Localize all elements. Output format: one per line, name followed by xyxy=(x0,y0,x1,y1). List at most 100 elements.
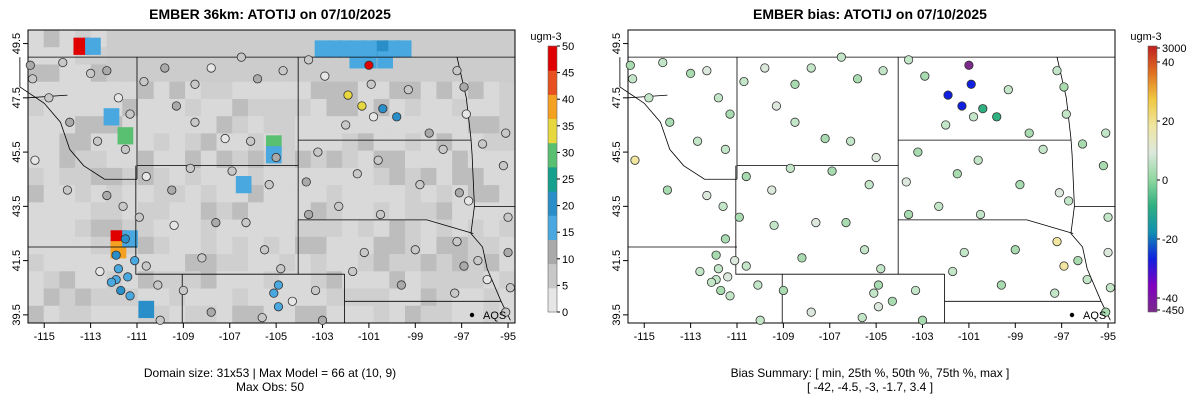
monitor-site-marker xyxy=(86,68,96,79)
grid-cell xyxy=(216,30,233,48)
grid-cell xyxy=(389,98,406,117)
grid-cell xyxy=(326,116,343,134)
colorbar-tick-label: 0 xyxy=(562,307,568,319)
grid-cell xyxy=(216,47,233,65)
x-tick-label: -115 xyxy=(34,331,55,343)
plume-cell xyxy=(314,40,331,58)
bias-site-marker xyxy=(1105,283,1115,293)
grid-cell xyxy=(75,64,92,83)
bias-site-marker xyxy=(913,147,923,157)
grid-cell xyxy=(357,254,375,272)
grid-cell xyxy=(200,271,218,290)
bias-site-marker xyxy=(920,71,930,81)
map-title: EMBER 36km: ATOTIJ on 07/10/2025 xyxy=(149,6,391,22)
grid-cell xyxy=(436,219,453,238)
grid-cell xyxy=(279,133,296,152)
bias-sites xyxy=(625,52,1115,325)
grid-cell xyxy=(436,288,453,307)
y-tick-label: 41.5 xyxy=(11,250,23,271)
grid-cell xyxy=(405,202,422,221)
grid-cell xyxy=(59,167,76,186)
bias-site-marker xyxy=(753,280,763,290)
grid-cell xyxy=(279,167,296,186)
monitor-site-marker xyxy=(415,180,425,190)
grid-cell xyxy=(389,236,406,255)
x-tick-label: -97 xyxy=(1054,331,1070,343)
monitor-site-marker xyxy=(352,169,362,179)
grid-cell xyxy=(59,254,76,272)
bias-site-marker xyxy=(790,79,800,89)
grid-cell xyxy=(467,271,485,290)
grid-cell xyxy=(263,64,280,83)
grid-cell xyxy=(75,236,92,255)
bias-site-marker xyxy=(720,144,731,154)
y-tick-label: 39.5 xyxy=(11,304,23,325)
grid-cell xyxy=(59,98,76,117)
grid-cell xyxy=(200,167,218,186)
grid-cell xyxy=(452,30,469,48)
grid-cell xyxy=(153,167,170,186)
grid-cell xyxy=(153,219,170,238)
bias-site-marker xyxy=(934,201,944,211)
grid-cell xyxy=(247,219,265,238)
grid-cell xyxy=(185,271,202,290)
grid-cell xyxy=(279,47,296,65)
monitor-site-marker xyxy=(252,74,263,84)
x-tick-label: -109 xyxy=(772,331,794,343)
plume-cell xyxy=(349,51,366,69)
grid-cell xyxy=(137,30,155,48)
grid-cell xyxy=(169,30,186,48)
grid-cell xyxy=(263,202,280,221)
colorbar-tick-label: 20 xyxy=(1162,116,1174,128)
state-boundaries xyxy=(19,56,515,323)
grid-cell xyxy=(342,219,359,238)
bias-site-marker xyxy=(973,155,983,165)
grid-cell xyxy=(295,185,312,203)
plume-cell xyxy=(117,127,134,145)
monitor-site-marker xyxy=(106,277,117,287)
bias-site-marker xyxy=(1101,128,1111,138)
grid-cell xyxy=(185,64,202,83)
x-tick-label: -109 xyxy=(172,331,194,343)
monitor-site-marker xyxy=(477,139,488,149)
grid-cell xyxy=(247,116,265,134)
colorbar-swatch xyxy=(548,263,557,289)
bias-site-marker xyxy=(841,218,851,228)
colorbar-swatch xyxy=(548,191,557,216)
grid-cell xyxy=(185,30,202,48)
grid-cell xyxy=(436,81,453,100)
grid-cell xyxy=(43,236,60,255)
grid-cell xyxy=(216,64,233,83)
grid-cell xyxy=(247,271,265,290)
grid-cell xyxy=(232,305,249,324)
grid-cell xyxy=(216,116,233,134)
bias-site-marker xyxy=(1098,161,1109,171)
monitor-site-marker xyxy=(125,291,135,301)
grid-cell xyxy=(452,305,469,324)
monitor-site-marker xyxy=(28,74,38,84)
plume-cell xyxy=(103,108,120,126)
grid-cell xyxy=(200,236,218,255)
y-tick-label: 49.5 xyxy=(611,33,623,54)
grid-cell xyxy=(169,167,186,186)
colorbar-tick-label: 0 xyxy=(1162,175,1168,187)
aqs-legend-dot xyxy=(469,312,475,318)
monitor-site-marker xyxy=(102,190,112,201)
grid-cell xyxy=(137,81,155,100)
grid-cell xyxy=(232,236,249,255)
grid-cell xyxy=(90,116,108,134)
bias-site-marker xyxy=(827,166,837,176)
grid-cell xyxy=(28,116,45,134)
grid-cell xyxy=(247,150,265,169)
bias-site-marker xyxy=(1059,261,1069,271)
monitor-site-marker xyxy=(169,220,179,230)
grid-cell xyxy=(106,167,123,186)
grid-cell xyxy=(342,288,359,307)
grid-cell xyxy=(59,305,76,324)
grid-cell xyxy=(420,47,437,65)
grid-cell xyxy=(43,305,60,324)
grid-cell xyxy=(405,133,422,152)
grid-cell xyxy=(59,202,76,221)
grid-cell xyxy=(342,64,359,83)
grid-cell xyxy=(59,219,76,238)
